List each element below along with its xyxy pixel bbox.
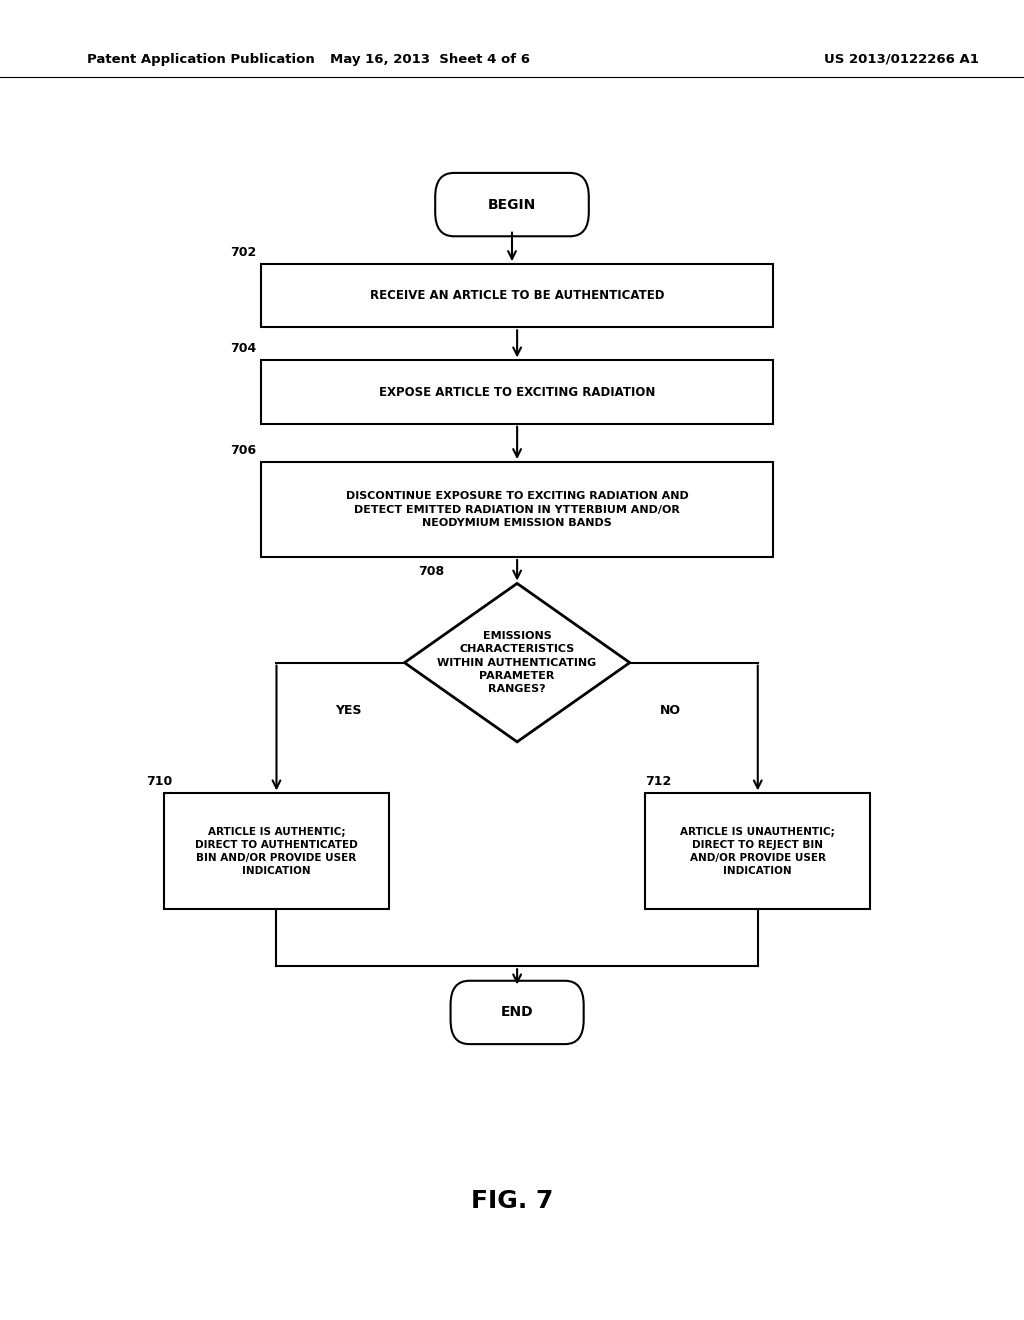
Text: YES: YES (335, 704, 361, 717)
Text: 706: 706 (230, 444, 257, 457)
Bar (261, 360, 773, 424)
Text: 712: 712 (645, 775, 672, 788)
Text: FIG. 7: FIG. 7 (471, 1189, 553, 1213)
Text: END: END (501, 1006, 534, 1019)
Bar (261, 264, 773, 327)
Text: ARTICLE IS AUTHENTIC;
DIRECT TO AUTHENTICATED
BIN AND/OR PROVIDE USER
INDICATION: ARTICLE IS AUTHENTIC; DIRECT TO AUTHENTI… (196, 826, 357, 876)
FancyBboxPatch shape (451, 981, 584, 1044)
FancyBboxPatch shape (435, 173, 589, 236)
Text: 704: 704 (230, 342, 257, 355)
Bar (261, 462, 773, 557)
Text: DISCONTINUE EXPOSURE TO EXCITING RADIATION AND
DETECT EMITTED RADIATION IN YTTER: DISCONTINUE EXPOSURE TO EXCITING RADIATI… (346, 491, 688, 528)
Text: RECEIVE AN ARTICLE TO BE AUTHENTICATED: RECEIVE AN ARTICLE TO BE AUTHENTICATED (370, 289, 665, 302)
Text: NO: NO (660, 704, 681, 717)
Text: EMISSIONS
CHARACTERISTICS
WITHIN AUTHENTICATING
PARAMETER
RANGES?: EMISSIONS CHARACTERISTICS WITHIN AUTHENT… (437, 631, 597, 694)
Text: ARTICLE IS UNAUTHENTIC;
DIRECT TO REJECT BIN
AND/OR PROVIDE USER
INDICATION: ARTICLE IS UNAUTHENTIC; DIRECT TO REJECT… (680, 826, 836, 876)
Polygon shape (404, 583, 630, 742)
Text: 702: 702 (230, 246, 257, 259)
Text: 710: 710 (146, 775, 173, 788)
Text: US 2013/0122266 A1: US 2013/0122266 A1 (823, 53, 979, 66)
Bar (645, 793, 870, 909)
Bar (164, 793, 389, 909)
Text: EXPOSE ARTICLE TO EXCITING RADIATION: EXPOSE ARTICLE TO EXCITING RADIATION (379, 385, 655, 399)
Text: Patent Application Publication: Patent Application Publication (87, 53, 314, 66)
Text: May 16, 2013  Sheet 4 of 6: May 16, 2013 Sheet 4 of 6 (330, 53, 530, 66)
Text: BEGIN: BEGIN (487, 198, 537, 211)
Text: 708: 708 (418, 565, 444, 578)
